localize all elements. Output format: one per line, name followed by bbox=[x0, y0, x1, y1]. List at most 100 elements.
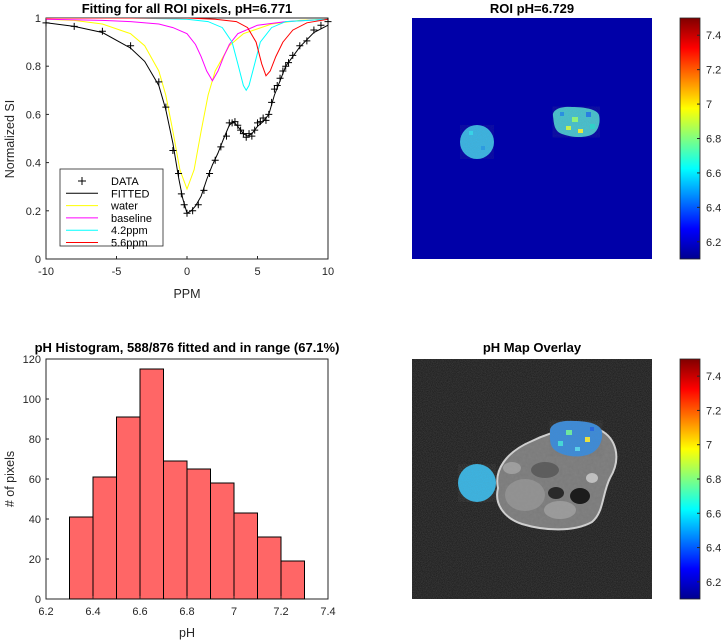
overlay-colorbar-ticks: 6.2 6.4 6.6 6.8 7 7.2 7.4 bbox=[697, 371, 721, 589]
series-line-42ppm bbox=[46, 18, 328, 92]
colorbar-tick-label: 7.4 bbox=[706, 371, 721, 383]
x-tick-label: 7.2 bbox=[273, 606, 288, 618]
y-tick-label: 0 bbox=[35, 594, 41, 606]
series-line-water bbox=[46, 18, 328, 191]
fitting-data-markers bbox=[42, 18, 332, 217]
series-line-baseline bbox=[46, 18, 328, 82]
data-point bbox=[127, 42, 135, 50]
legend-label: DATA bbox=[111, 176, 139, 188]
histogram-panel: pH Histogram, 588/876 fitted and in rang… bbox=[3, 340, 339, 640]
legend-label: 4.2ppm bbox=[111, 225, 148, 237]
series-line-56ppm bbox=[46, 18, 328, 77]
x-tick-label: 6.2 bbox=[38, 606, 53, 618]
y-tick-label: 60 bbox=[29, 474, 41, 486]
y-tick-label: 120 bbox=[23, 354, 41, 366]
data-point bbox=[231, 118, 239, 126]
data-point bbox=[256, 118, 264, 126]
data-point bbox=[248, 132, 256, 140]
data-point bbox=[175, 169, 183, 177]
data-point bbox=[222, 132, 230, 140]
x-tick-label: 6.6 bbox=[132, 606, 147, 618]
fitting-y-ticks: 0 0.2 0.4 0.6 0.8 1 bbox=[26, 13, 49, 266]
x-tick-label: 6.4 bbox=[85, 606, 100, 618]
histogram-bar bbox=[139, 368, 164, 600]
colorbar-tick-label: 7 bbox=[706, 99, 712, 111]
roi-map-title: ROI pH=6.729 bbox=[490, 1, 574, 16]
y-tick-label: 0.8 bbox=[26, 61, 41, 73]
histogram-ylabel: # of pixels bbox=[3, 451, 17, 507]
data-point bbox=[251, 126, 259, 134]
fitting-xlabel: PPM bbox=[173, 287, 200, 301]
legend-marker bbox=[78, 177, 86, 185]
roi-blob-region bbox=[552, 106, 600, 138]
data-point bbox=[169, 147, 177, 155]
histogram-xlabel: pH bbox=[179, 626, 195, 640]
legend-label: baseline bbox=[111, 213, 152, 225]
data-point bbox=[42, 19, 50, 27]
histogram-bar bbox=[186, 468, 211, 600]
data-point bbox=[177, 190, 185, 198]
data-point bbox=[276, 74, 284, 82]
x-tick-label: 10 bbox=[322, 266, 334, 278]
y-tick-label: 20 bbox=[29, 554, 41, 566]
legend-item: water bbox=[66, 201, 138, 213]
overlay-blob-region bbox=[549, 420, 603, 457]
colorbar-tick-label: 6.8 bbox=[706, 134, 721, 146]
legend-item: DATA bbox=[78, 176, 139, 188]
y-tick-label: 0.4 bbox=[26, 158, 41, 170]
data-point bbox=[273, 81, 281, 89]
legend-item: 5.6ppm bbox=[66, 238, 148, 250]
x-tick-label: 7.4 bbox=[320, 606, 335, 618]
data-point bbox=[285, 59, 293, 67]
data-point bbox=[310, 26, 318, 34]
x-tick-label: 6.8 bbox=[179, 606, 194, 618]
histogram-bar bbox=[116, 416, 141, 600]
colorbar-tick-label: 7 bbox=[706, 440, 712, 452]
fitting-panel: Fitting for all ROI pixels, pH=6.771 -10… bbox=[3, 1, 334, 301]
histogram-bar bbox=[69, 516, 94, 600]
data-point bbox=[98, 27, 106, 35]
legend-box bbox=[59, 168, 164, 247]
histogram-bar bbox=[210, 482, 235, 600]
data-point bbox=[189, 207, 197, 215]
x-tick-label: 0 bbox=[184, 266, 190, 278]
histogram-bar bbox=[92, 476, 117, 600]
data-point bbox=[234, 121, 242, 129]
histogram-bar bbox=[257, 536, 282, 600]
legend-label: 5.6ppm bbox=[111, 238, 148, 250]
roi-map-background bbox=[412, 18, 652, 259]
data-point bbox=[70, 22, 78, 30]
legend-label: FITTED bbox=[111, 188, 150, 200]
data-point bbox=[279, 67, 287, 75]
fitting-x-ticks: -10 -5 0 5 10 bbox=[38, 256, 334, 278]
data-point bbox=[180, 201, 188, 209]
data-point bbox=[155, 78, 163, 86]
x-tick-label: -5 bbox=[112, 266, 122, 278]
colorbar-tick-label: 6.6 bbox=[706, 508, 721, 520]
y-tick-label: 1 bbox=[35, 13, 41, 25]
data-point bbox=[211, 156, 219, 164]
y-tick-label: 0.6 bbox=[26, 109, 41, 121]
data-point bbox=[237, 126, 245, 134]
data-point bbox=[303, 37, 311, 45]
histogram-x-ticks: 6.2 6.4 6.6 6.8 7 7.2 7.4 bbox=[38, 596, 336, 618]
colorbar-tick-label: 6.6 bbox=[706, 168, 721, 180]
fitting-ylabel: Normalized SI bbox=[3, 100, 17, 179]
overlay-panel: pH Map Overlay bbox=[412, 340, 721, 600]
data-point bbox=[296, 42, 304, 50]
data-point bbox=[183, 209, 191, 217]
data-point bbox=[317, 21, 325, 29]
colorbar-tick-label: 6.4 bbox=[706, 202, 721, 214]
data-point bbox=[268, 98, 276, 106]
data-point bbox=[194, 201, 202, 209]
x-tick-label: 5 bbox=[254, 266, 260, 278]
y-tick-label: 80 bbox=[29, 434, 41, 446]
data-point bbox=[217, 143, 225, 151]
data-point bbox=[282, 62, 290, 70]
overlay-circle-region bbox=[458, 464, 496, 502]
colorbar-tick-label: 6.4 bbox=[706, 543, 721, 555]
data-point bbox=[262, 116, 270, 124]
y-tick-label: 100 bbox=[23, 394, 41, 406]
roi-map-panel: ROI pH=6.729 6.2 6.4 6.6 6.8 7 7.2 7.4 bbox=[412, 1, 721, 260]
